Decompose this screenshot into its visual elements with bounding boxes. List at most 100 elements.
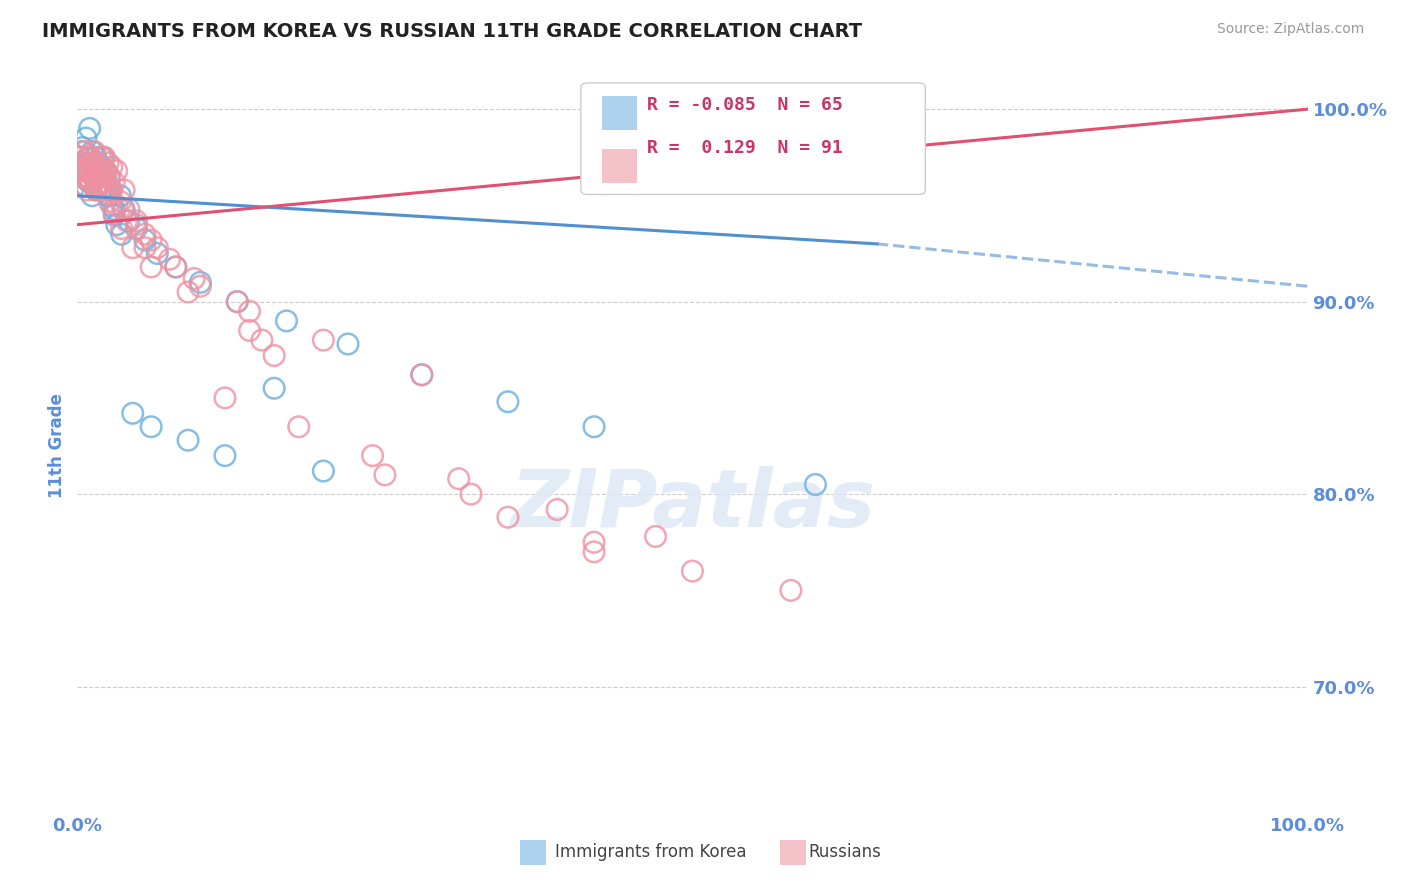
- Point: [583, 545, 606, 559]
- Point: [141, 260, 163, 274]
- Point: [111, 221, 132, 235]
- Point: [121, 241, 143, 255]
- Point: [583, 535, 606, 549]
- Point: [105, 163, 128, 178]
- Point: [82, 163, 104, 178]
- Point: [112, 183, 135, 197]
- Point: [112, 202, 135, 217]
- Point: [214, 449, 236, 463]
- Point: [73, 156, 96, 170]
- Text: Source: ZipAtlas.com: Source: ZipAtlas.com: [1216, 22, 1364, 37]
- Point: [82, 145, 104, 159]
- Point: [250, 333, 273, 347]
- Point: [77, 163, 100, 178]
- Text: Russians: Russians: [808, 843, 882, 861]
- Point: [337, 337, 360, 351]
- Point: [70, 163, 93, 178]
- Point: [90, 183, 112, 197]
- Point: [165, 260, 187, 274]
- Point: [100, 183, 122, 197]
- Point: [226, 294, 249, 309]
- Point: [146, 246, 169, 260]
- Point: [97, 188, 120, 202]
- Point: [80, 173, 103, 187]
- Point: [190, 276, 212, 290]
- Point: [76, 183, 98, 197]
- Point: [91, 169, 114, 184]
- Text: R = -0.085  N = 65: R = -0.085 N = 65: [647, 96, 842, 114]
- Point: [83, 169, 105, 184]
- Point: [72, 169, 94, 184]
- Text: IMMIGRANTS FROM KOREA VS RUSSIAN 11TH GRADE CORRELATION CHART: IMMIGRANTS FROM KOREA VS RUSSIAN 11TH GR…: [42, 22, 862, 41]
- Point: [84, 183, 107, 197]
- Point: [93, 175, 115, 189]
- Point: [98, 179, 121, 194]
- Point: [80, 175, 103, 189]
- Point: [780, 583, 803, 598]
- Point: [82, 160, 104, 174]
- Point: [98, 194, 121, 209]
- Point: [87, 156, 110, 170]
- Point: [82, 169, 104, 184]
- Point: [125, 214, 148, 228]
- Point: [94, 163, 117, 178]
- Point: [115, 214, 138, 228]
- Point: [141, 233, 163, 247]
- Point: [70, 145, 93, 159]
- Point: [79, 163, 101, 178]
- Point: [82, 160, 104, 174]
- Point: [73, 160, 96, 174]
- Point: [89, 179, 111, 194]
- Point: [177, 434, 200, 448]
- Point: [644, 529, 666, 543]
- Point: [804, 477, 827, 491]
- Point: [72, 169, 94, 184]
- Point: [239, 304, 262, 318]
- Point: [361, 449, 384, 463]
- Point: [103, 175, 125, 189]
- Point: [105, 198, 128, 212]
- Y-axis label: 11th Grade: 11th Grade: [48, 393, 66, 499]
- Point: [72, 169, 94, 184]
- Point: [91, 150, 114, 164]
- Point: [190, 279, 212, 293]
- Point: [86, 179, 108, 194]
- Point: [134, 241, 156, 255]
- Point: [460, 487, 482, 501]
- Point: [118, 202, 141, 217]
- Point: [546, 502, 568, 516]
- Point: [76, 173, 98, 187]
- Point: [411, 368, 433, 382]
- Point: [101, 183, 124, 197]
- Text: ZIPatlas: ZIPatlas: [510, 466, 875, 543]
- Point: [70, 160, 93, 174]
- Point: [90, 163, 114, 178]
- Point: [312, 464, 335, 478]
- Point: [89, 160, 111, 174]
- Point: [110, 194, 132, 209]
- Point: [69, 150, 91, 164]
- Point: [73, 169, 96, 184]
- Point: [93, 183, 115, 197]
- Point: [103, 202, 125, 217]
- Point: [183, 271, 205, 285]
- Point: [101, 160, 124, 174]
- Point: [86, 179, 108, 194]
- Point: [84, 183, 107, 197]
- Point: [90, 175, 114, 189]
- Point: [75, 160, 97, 174]
- Point: [70, 156, 93, 170]
- Point: [312, 333, 335, 347]
- Point: [100, 183, 122, 197]
- Point: [121, 406, 143, 420]
- Point: [86, 163, 108, 178]
- Point: [82, 169, 104, 184]
- Point: [93, 150, 115, 164]
- Point: [276, 314, 298, 328]
- Point: [496, 510, 519, 524]
- Point: [98, 169, 121, 184]
- Point: [89, 169, 111, 184]
- Point: [177, 285, 200, 299]
- Point: [134, 233, 156, 247]
- Point: [80, 150, 103, 164]
